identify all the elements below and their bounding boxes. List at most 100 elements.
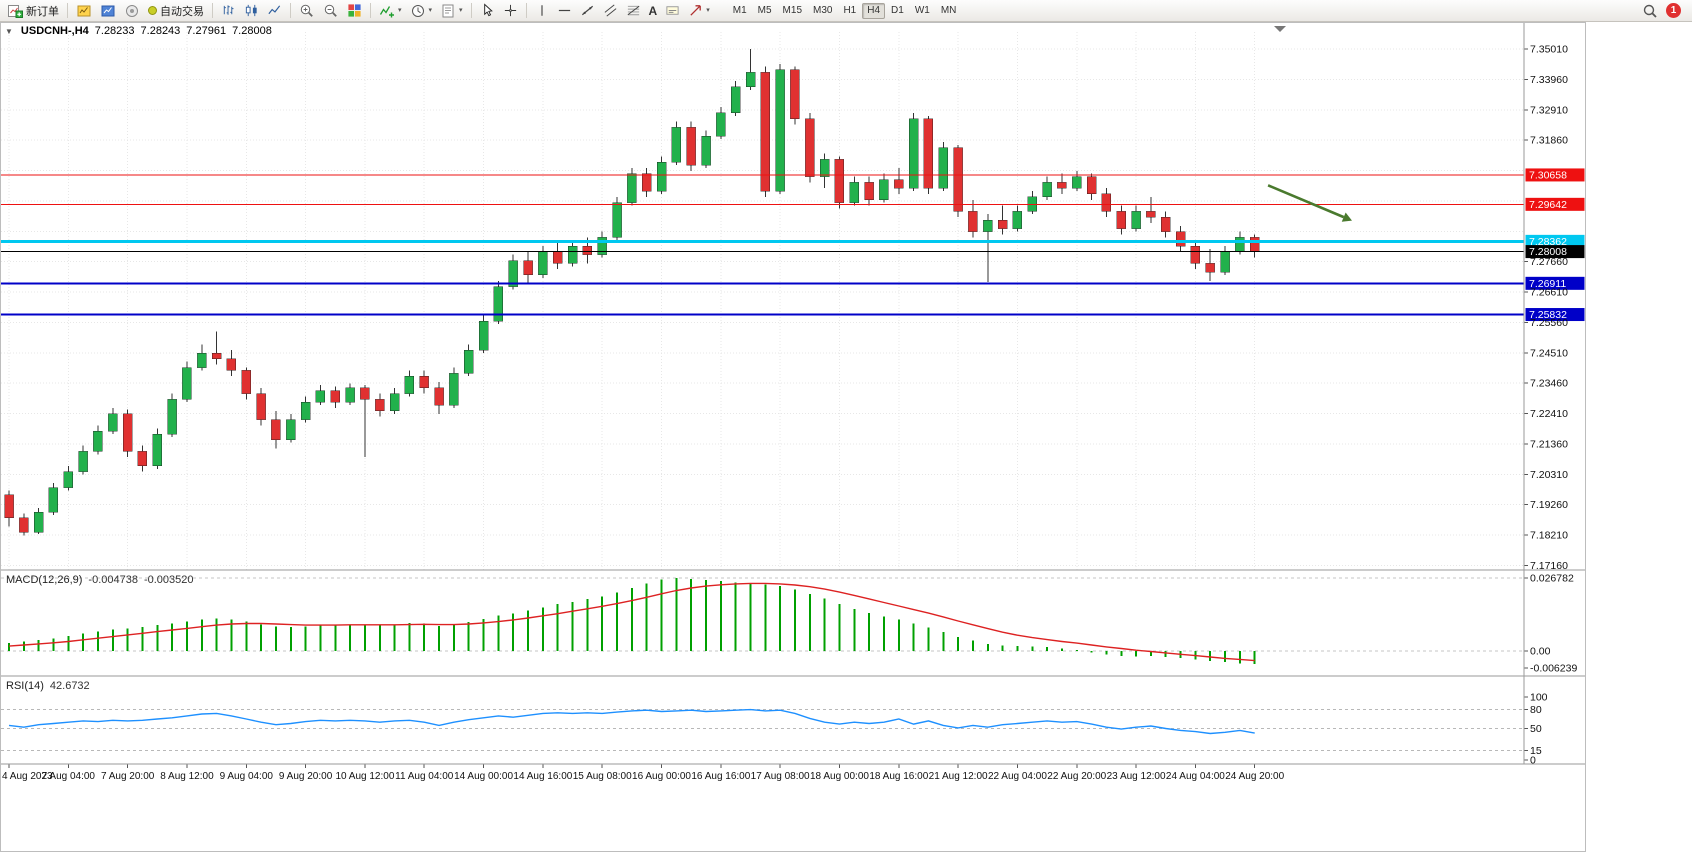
rsi-name: RSI(14) — [6, 680, 44, 692]
macd-panel: 0.026782 0.00 -0.006239 — [1, 573, 1577, 675]
timeframe-button-D1[interactable]: D1 — [886, 3, 909, 19]
crosshair-button[interactable] — [499, 1, 522, 21]
arrow-tool-icon — [688, 3, 703, 18]
svg-text:7.17160: 7.17160 — [1530, 560, 1568, 572]
templates-button[interactable]: ▾ — [436, 1, 467, 21]
timeframe-group: M1 M5 M15 M30 H1 H4 D1 W1 MN — [728, 2, 962, 19]
text-tool-button[interactable]: A — [645, 1, 662, 21]
notification-badge[interactable]: 1 — [1666, 3, 1681, 18]
charts-button[interactable] — [72, 1, 96, 21]
trendline-tool-button[interactable] — [576, 1, 599, 21]
sounds-button[interactable] — [120, 1, 144, 21]
autotrading-label: 自动交易 — [160, 5, 204, 18]
svg-text:8 Aug 12:00: 8 Aug 12:00 — [160, 771, 214, 782]
rsi-line — [8, 708, 1255, 735]
bar-chart-button[interactable] — [217, 1, 240, 21]
channel-tool-button[interactable] — [599, 1, 622, 21]
candle — [48, 487, 59, 513]
rsi-indicator-label: RSI(14) 42.6732 — [6, 680, 90, 692]
zoom-in-icon — [299, 3, 315, 19]
timeframe-button-W1[interactable]: W1 — [910, 3, 935, 19]
candle — [271, 419, 281, 441]
timeframe-button-M1[interactable]: M1 — [728, 3, 752, 19]
text-label-tool-button[interactable] — [661, 1, 684, 21]
horizontal-line-icon — [557, 3, 572, 18]
candle — [671, 127, 682, 163]
timeframe-button-M15[interactable]: M15 — [778, 3, 807, 19]
fibonacci-icon — [626, 3, 641, 18]
timeframe-button-MN[interactable]: MN — [936, 3, 962, 19]
candle — [478, 321, 489, 351]
zoom-in-button[interactable] — [295, 1, 319, 21]
svg-text:17 Aug 08:00: 17 Aug 08:00 — [751, 771, 810, 782]
candle — [33, 511, 44, 533]
new-order-button[interactable]: 新订单 — [3, 1, 63, 21]
vertical-line-tool-button[interactable] — [531, 1, 553, 21]
candle — [1072, 176, 1082, 189]
indicators-button[interactable]: ▾ — [375, 1, 406, 21]
timeframe-button-H1[interactable]: H1 — [838, 3, 861, 19]
new-order-label: 新订单 — [26, 5, 59, 18]
timeframe-button-M30[interactable]: M30 — [808, 3, 837, 19]
svg-text:7.29642: 7.29642 — [1529, 199, 1567, 211]
profiles-button[interactable] — [96, 1, 120, 21]
price-chart-canvas[interactable]: 7.306587.296427.283627.280087.269117.258… — [0, 22, 1692, 852]
arrows-tool-button[interactable]: ▾ — [684, 1, 714, 21]
svg-text:16 Aug 00:00: 16 Aug 00:00 — [632, 771, 691, 782]
candle — [108, 413, 118, 432]
line-chart-icon — [267, 3, 282, 18]
candle — [1116, 211, 1126, 229]
svg-text:24 Aug 20:00: 24 Aug 20:00 — [1225, 771, 1284, 782]
cursor-icon — [480, 3, 495, 18]
svg-text:7.28362: 7.28362 — [1529, 236, 1567, 248]
candle — [19, 517, 29, 533]
horizontal-line-tool-button[interactable] — [553, 1, 576, 21]
sounds-icon — [124, 3, 140, 19]
timeframe-button-M5[interactable]: M5 — [753, 3, 777, 19]
search-button[interactable] — [1638, 1, 1662, 21]
candle — [849, 182, 860, 203]
candle — [834, 159, 845, 203]
candle — [211, 352, 222, 360]
text-label-icon — [665, 3, 680, 18]
candle — [508, 260, 518, 287]
fibonacci-tool-button[interactable] — [622, 1, 645, 21]
chart-shift-marker — [1274, 26, 1286, 32]
line-chart-button[interactable] — [263, 1, 286, 21]
candle — [582, 245, 593, 255]
svg-text:11 Aug 04:00: 11 Aug 04:00 — [395, 771, 454, 782]
candle — [389, 393, 400, 412]
candle — [1175, 231, 1186, 247]
toolbar-separator — [470, 3, 472, 18]
zoom-out-button[interactable] — [319, 1, 343, 21]
price-axis: 7.35010 7.33960 7.32910 7.31860 7.27660 7.266… — [1524, 44, 1568, 572]
svg-text:18 Aug 00:00: 18 Aug 00:00 — [810, 771, 869, 782]
svg-text:15 Aug 08:00: 15 Aug 08:00 — [573, 771, 632, 782]
candle — [256, 393, 266, 420]
candle — [864, 182, 874, 200]
svg-text:7.32910: 7.32910 — [1530, 104, 1568, 116]
candle — [63, 471, 74, 488]
candle — [923, 118, 934, 189]
candle — [597, 237, 607, 255]
bearish-arrow[interactable] — [1267, 184, 1345, 219]
svg-text:7.20310: 7.20310 — [1530, 469, 1568, 481]
candle — [241, 370, 251, 394]
autotrading-button[interactable]: 自动交易 — [144, 1, 208, 21]
cursor-button[interactable] — [476, 1, 499, 21]
candle — [152, 433, 163, 467]
candlestick-chart-button[interactable] — [240, 1, 263, 21]
tile-windows-button[interactable] — [343, 1, 366, 21]
candle — [612, 202, 622, 238]
svg-text:16 Aug 16:00: 16 Aug 16:00 — [691, 771, 750, 782]
timeframe-button-H4[interactable]: H4 — [862, 2, 886, 19]
clock-icon — [410, 3, 426, 19]
svg-text:7.31860: 7.31860 — [1530, 135, 1568, 147]
candle — [567, 245, 578, 264]
svg-text:22 Aug 04:00: 22 Aug 04:00 — [988, 771, 1047, 782]
symbol-period-label: USDCNH-,H4 — [20, 25, 89, 37]
one-click-trading-expander[interactable]: ▼ — [5, 27, 13, 36]
periods-button[interactable]: ▾ — [406, 1, 437, 21]
toolbar-separator — [67, 3, 68, 18]
